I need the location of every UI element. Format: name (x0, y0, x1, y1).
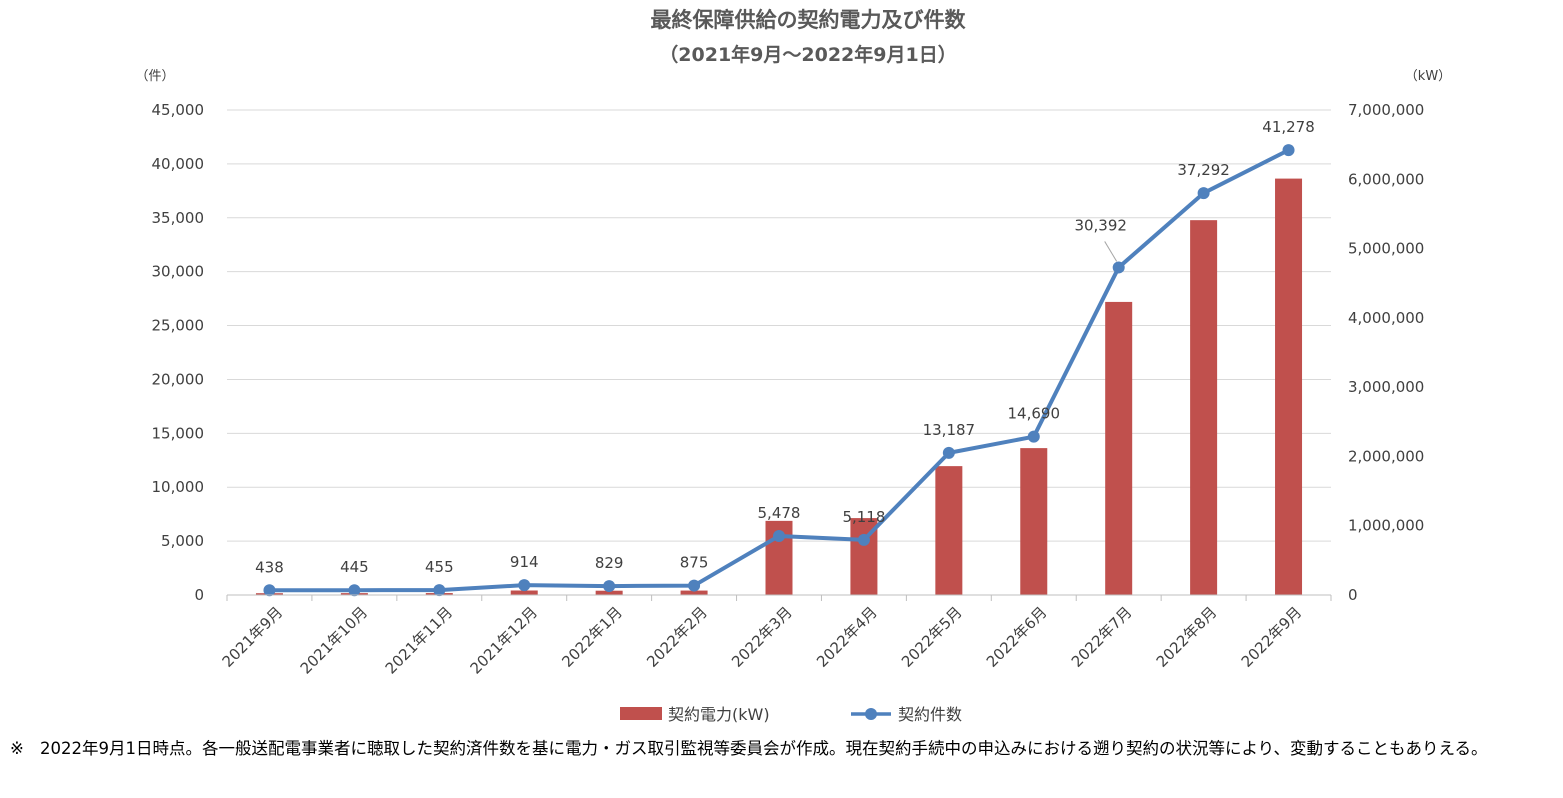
bar (1020, 448, 1048, 595)
y-left-tick-label: 25,000 (152, 317, 205, 335)
chart-area: 最終保障供給の契約電力及び件数 （2021年9月～2022年9月1日） （件） … (135, 8, 1451, 724)
line-point (857, 533, 870, 546)
y-left-tick-label: 30,000 (152, 263, 205, 281)
chart-subtitle: （2021年9月～2022年9月1日） (659, 43, 956, 66)
data-label: 30,392 (1074, 216, 1127, 234)
bar (1275, 178, 1303, 596)
line-point (942, 446, 955, 459)
data-label: 37,292 (1177, 161, 1230, 179)
y-right-tick-label: 2,000,000 (1348, 447, 1424, 465)
data-label: 438 (255, 558, 284, 576)
line-point (433, 584, 446, 597)
bar (1105, 301, 1133, 595)
y-left-tick-label: 10,000 (152, 478, 205, 496)
line-point (1112, 261, 1125, 274)
right-axis-unit: （kW） (1405, 69, 1451, 84)
y-left-tick-label: 15,000 (152, 424, 205, 442)
y-left-tick-label: 35,000 (152, 209, 205, 227)
line-point (1027, 430, 1040, 443)
x-tick-label: 2022年9月 (1238, 603, 1306, 671)
data-label: 875 (680, 554, 709, 572)
bar (1190, 220, 1218, 595)
x-tick-label: 2022年2月 (643, 603, 711, 671)
line-point (1282, 144, 1295, 157)
legend-bar-label: 契約電力(kW) (668, 705, 770, 724)
legend-bar-swatch (620, 707, 662, 720)
bar (935, 466, 963, 595)
y-right-tick-label: 4,000,000 (1348, 309, 1424, 327)
line-point (603, 580, 616, 593)
data-label: 455 (425, 558, 454, 576)
line-point (1197, 187, 1210, 200)
y-right-tick-label: 6,000,000 (1348, 170, 1424, 188)
bar (510, 590, 538, 595)
data-labels: 438 445 455 914 829 875 5,478 5,118 13,187 14,690… (255, 118, 1315, 576)
x-tick-label: 2022年4月 (813, 603, 881, 671)
y-left-tick-label: 0 (194, 586, 204, 604)
line-point (518, 579, 531, 592)
x-tick-label: 2022年1月 (558, 603, 626, 671)
y-left-tick-label: 40,000 (152, 155, 205, 173)
line-series (263, 144, 1295, 597)
x-tick-label: 2022年7月 (1068, 603, 1136, 671)
line-point (688, 579, 701, 592)
x-tick-label: 2022年8月 (1153, 603, 1221, 671)
data-label: 5,478 (758, 504, 801, 522)
bar (680, 590, 708, 595)
bar (595, 590, 623, 595)
y-right-tick-label: 7,000,000 (1348, 101, 1424, 119)
chart-title: 最終保障供給の契約電力及び件数 (651, 8, 967, 32)
data-label: 14,690 (1008, 405, 1061, 423)
line-point (348, 584, 361, 597)
label-leader-line (1104, 241, 1118, 262)
data-label: 5,118 (842, 508, 885, 526)
legend: 契約電力(kW) 契約件数 (620, 705, 962, 724)
data-label: 13,187 (923, 421, 976, 439)
data-label: 914 (510, 553, 539, 571)
y-left-tick-label: 45,000 (152, 101, 205, 119)
y-right-tick-label: 3,000,000 (1348, 378, 1424, 396)
line-point (773, 529, 785, 542)
legend-line-label: 契約件数 (898, 705, 962, 724)
x-tick-label: 2021年9月 (219, 603, 287, 671)
x-tick-label: 2022年6月 (983, 603, 1051, 671)
legend-line-marker (865, 708, 877, 720)
bar-series (255, 178, 1303, 596)
data-label: 445 (340, 558, 369, 576)
y-right-tick-label: 0 (1348, 586, 1358, 604)
footnote-text: 2022年9月1日時点。各一般送配電事業者に聴取した契約済件数を基に電力・ガス取… (40, 739, 1488, 758)
x-tick-label: 2021年12月 (467, 603, 541, 677)
line-point (263, 584, 276, 597)
left-axis-unit: （件） (135, 69, 174, 84)
data-label: 41,278 (1262, 118, 1315, 136)
y-right-tick-label: 1,000,000 (1348, 517, 1424, 535)
x-tick-label: 2022年3月 (728, 603, 796, 671)
y-left-tick-label: 20,000 (152, 370, 205, 388)
x-tick-label: 2021年11月 (382, 603, 456, 677)
x-tick-label: 2021年10月 (297, 603, 371, 677)
gridlines (227, 109, 1331, 542)
footnote-mark: ※ (10, 739, 24, 758)
x-tick-label: 2022年5月 (898, 603, 966, 671)
y-right-tick-label: 5,000,000 (1348, 240, 1424, 258)
y-left-tick-label: 5,000 (161, 532, 204, 550)
data-label: 829 (595, 554, 624, 572)
footnote: ※ 2022年9月1日時点。各一般送配電事業者に聴取した契約済件数を基に電力・ガス… (10, 738, 1555, 760)
